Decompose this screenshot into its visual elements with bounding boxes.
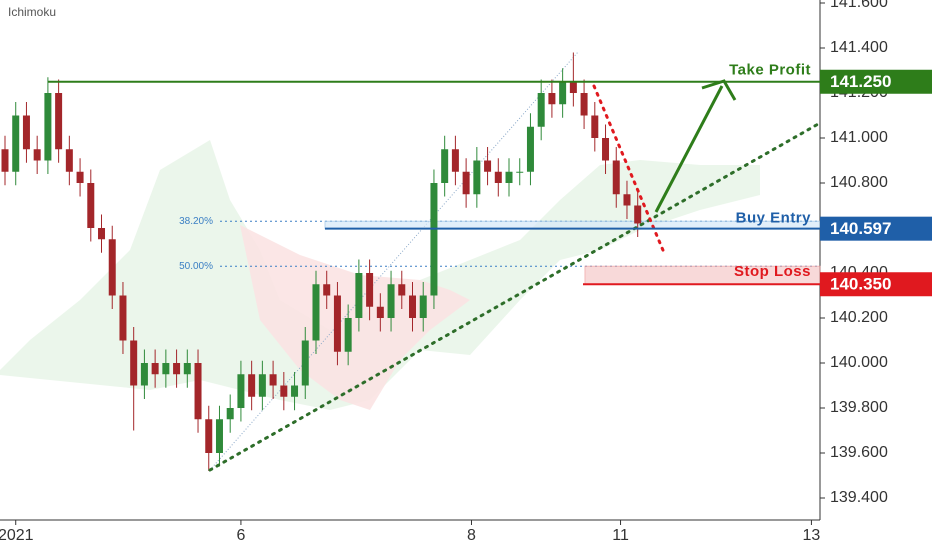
candle-body <box>441 149 449 183</box>
candle-body <box>130 340 138 386</box>
candle-body <box>76 171 84 183</box>
candle-body <box>494 171 502 183</box>
price-tag-label: 141.250 <box>830 72 891 91</box>
candle-body <box>248 374 256 397</box>
candle-body <box>269 374 277 386</box>
candle-body <box>173 363 181 375</box>
projection-down <box>592 84 667 257</box>
candle-body <box>473 160 481 195</box>
candle-body <box>291 385 299 397</box>
candle-body <box>140 363 148 386</box>
candle-body <box>87 183 95 228</box>
y-tick-label: 140.800 <box>830 174 888 191</box>
candle-body <box>237 374 245 408</box>
candle-body <box>65 149 73 172</box>
x-tick-label: 2021 <box>0 527 34 544</box>
y-tick-label: 141.600 <box>830 0 888 11</box>
x-tick-label: 6 <box>236 527 245 544</box>
candle-body <box>312 284 320 341</box>
candle-body <box>387 284 395 318</box>
level-name: Buy Entry <box>736 210 812 227</box>
candle-body <box>280 385 288 397</box>
candle-body <box>634 205 642 224</box>
candle-body <box>333 295 341 352</box>
candle-body <box>183 363 191 375</box>
y-tick-label: 139.400 <box>830 489 888 506</box>
cloud-red <box>240 225 470 410</box>
candle-body <box>108 239 116 296</box>
cloud-green <box>0 140 760 410</box>
chart-title: Ichimoku <box>8 5 56 19</box>
candle-body <box>462 171 470 195</box>
candle-body <box>580 93 588 116</box>
candle-body <box>215 419 223 453</box>
candle-body <box>344 318 352 352</box>
candle-body <box>44 93 52 161</box>
y-tick-label: 141.400 <box>830 39 888 56</box>
candle-body <box>1 149 9 172</box>
candle-body <box>55 93 63 150</box>
x-tick-label: 13 <box>803 527 821 544</box>
candle-body <box>205 419 213 453</box>
fib-label: 38.20% <box>179 216 213 227</box>
candle-body <box>376 306 384 318</box>
candle-body <box>226 408 234 420</box>
y-tick-label: 140.000 <box>830 354 888 371</box>
candle-body <box>162 363 170 375</box>
candle-body <box>559 81 567 105</box>
candle-body <box>194 363 202 420</box>
candle-body <box>516 171 524 173</box>
candle-body <box>301 340 309 386</box>
candle-body <box>151 363 159 375</box>
candle-body <box>602 138 610 161</box>
y-tick-label: 140.200 <box>830 309 888 326</box>
trend-line <box>208 121 822 472</box>
projection-up <box>654 85 724 213</box>
candle-body <box>451 149 459 172</box>
candle-body <box>12 115 20 172</box>
candle-body <box>484 160 492 172</box>
candle-body <box>366 273 374 307</box>
candle-body <box>537 93 545 127</box>
candle-body <box>623 194 631 206</box>
price-tag <box>820 272 932 297</box>
candle-body <box>398 284 406 296</box>
level-name: Take Profit <box>729 62 811 79</box>
candle-body <box>323 284 331 296</box>
candle-body <box>355 273 363 318</box>
price-tag <box>820 216 932 241</box>
x-tick-label: 8 <box>467 527 476 544</box>
fib-label: 50.00% <box>179 261 213 272</box>
candle-body <box>591 115 599 138</box>
x-tick-label: 11 <box>612 527 629 544</box>
candle-body <box>612 160 620 195</box>
y-tick-label: 139.800 <box>830 399 888 416</box>
candle-body <box>505 171 513 183</box>
candle-body <box>258 374 266 397</box>
candle-body <box>548 93 556 105</box>
candle-body <box>98 228 106 240</box>
price-tag-label: 140.350 <box>830 275 891 294</box>
y-tick-label: 141.000 <box>830 129 888 146</box>
candle-body <box>33 149 41 161</box>
candle-body <box>22 115 30 150</box>
price-tag-label: 140.597 <box>830 219 891 238</box>
candle-body <box>419 295 427 318</box>
candle-body <box>119 295 127 341</box>
candle-body <box>569 81 577 93</box>
y-tick-label: 139.600 <box>830 444 888 461</box>
candle-body <box>409 295 416 318</box>
candle-body <box>430 183 438 296</box>
ichimoku-cloud <box>0 140 760 410</box>
price-tag <box>820 69 932 94</box>
level-name: Stop Loss <box>734 263 811 280</box>
candle-body <box>526 126 534 172</box>
